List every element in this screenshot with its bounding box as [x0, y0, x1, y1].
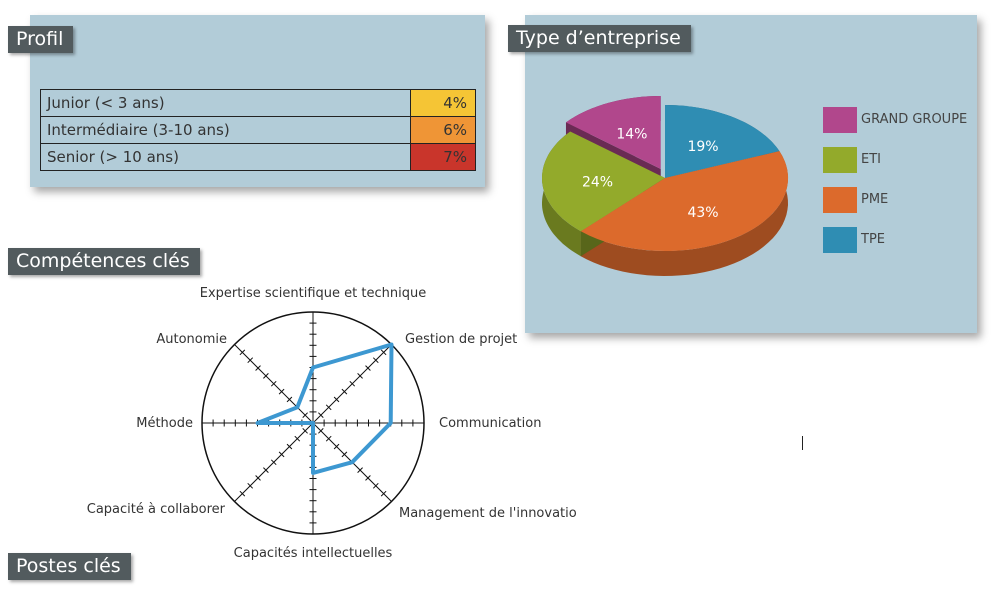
radar-tick	[302, 412, 308, 418]
radar-tick	[263, 467, 269, 473]
legend-swatch	[823, 147, 857, 173]
radar-tick	[325, 404, 332, 411]
radar-tick	[231, 341, 238, 348]
radar-tick	[231, 498, 238, 505]
radar-tick	[341, 451, 348, 458]
radar-tick	[372, 482, 379, 489]
pie-slice-side	[580, 151, 788, 276]
pie-slice	[542, 131, 665, 232]
profil-row-value: 7%	[410, 143, 476, 171]
radar-series	[255, 342, 394, 475]
radar-axis-label: Capacités intellectuelles	[234, 546, 393, 561]
pie-slice-label: 14%	[616, 127, 647, 143]
pie-slice	[566, 96, 661, 169]
radar-tick	[318, 428, 324, 434]
legend-label: ETI	[861, 152, 881, 167]
pie-slice-label: 43%	[687, 205, 718, 221]
radar-tick	[372, 357, 379, 364]
radar-axis-label: Gestion de projet	[405, 332, 517, 347]
radar-tick	[302, 428, 308, 434]
radar-axis-label: Management de l'innovatio	[399, 506, 577, 521]
radar-tick	[294, 435, 301, 442]
radar-tick	[255, 475, 261, 481]
competences-section-title: Compétences clés	[8, 248, 200, 275]
radar-tick	[286, 396, 293, 403]
radar-tick	[255, 365, 261, 371]
radar-tick	[239, 349, 246, 356]
radar-tick	[239, 490, 246, 497]
radar-tick	[357, 467, 363, 473]
profil-row-label: Junior (< 3 ans)	[40, 89, 411, 117]
radar-axis-label: Expertise scientifique et technique	[200, 286, 426, 301]
legend-swatch	[823, 227, 857, 253]
profil-section-title: Profil	[8, 26, 74, 53]
radar-axis-label: Méthode	[136, 416, 193, 431]
radar-tick	[263, 373, 269, 379]
radar-tick	[365, 365, 371, 371]
radar-tick	[380, 490, 387, 497]
profil-row: Junior (< 3 ans) 4%	[40, 89, 476, 117]
radar-tick	[333, 443, 340, 450]
legend-label: PME	[861, 192, 889, 207]
radar-tick	[278, 388, 285, 395]
pie-slice	[580, 151, 789, 252]
radar-tick	[388, 498, 395, 505]
legend-label: TPE	[861, 232, 885, 247]
radar-tick	[278, 451, 285, 458]
radar-tick	[380, 349, 387, 356]
radar-tick	[270, 380, 277, 387]
profil-row-label: Intermédiaire (3-10 ans)	[40, 116, 411, 144]
radar-axis-label: Autonomie	[156, 332, 227, 347]
legend-label: GRAND GROUPE	[861, 112, 968, 127]
pie-slice	[665, 105, 780, 178]
radar-tick	[333, 396, 340, 403]
type-entreprise-section-title: Type d’entreprise	[508, 25, 691, 52]
radar-tick	[318, 412, 324, 418]
postes-section-title: Postes clés	[8, 553, 131, 580]
radar-tick	[325, 435, 332, 442]
legend-swatch	[823, 187, 857, 213]
radar-tick	[341, 388, 348, 395]
radar-tick	[286, 443, 293, 450]
radar-tick	[365, 475, 371, 481]
profil-row: Senior (> 10 ans) 7%	[40, 143, 476, 171]
profil-row: Intermédiaire (3-10 ans) 6%	[40, 116, 476, 144]
profil-row-label: Senior (> 10 ans)	[40, 143, 411, 171]
radar-tick	[270, 459, 277, 466]
radar-axis-label: Capacité à collaborer	[87, 502, 226, 517]
pie-slice-label: 24%	[582, 175, 613, 191]
radar-tick	[357, 373, 363, 379]
profil-row-value: 6%	[410, 116, 476, 144]
radar-tick	[349, 380, 356, 387]
text-cursor	[802, 436, 803, 450]
radar-axis-label: Communication	[439, 416, 541, 431]
radar-tick	[247, 357, 254, 364]
profil-table: Junior (< 3 ans) 4% Intermédiaire (3-10 an…	[40, 89, 476, 171]
radar-tick	[247, 482, 254, 489]
legend-swatch	[823, 107, 857, 133]
pie-slice-label: 19%	[687, 139, 718, 155]
